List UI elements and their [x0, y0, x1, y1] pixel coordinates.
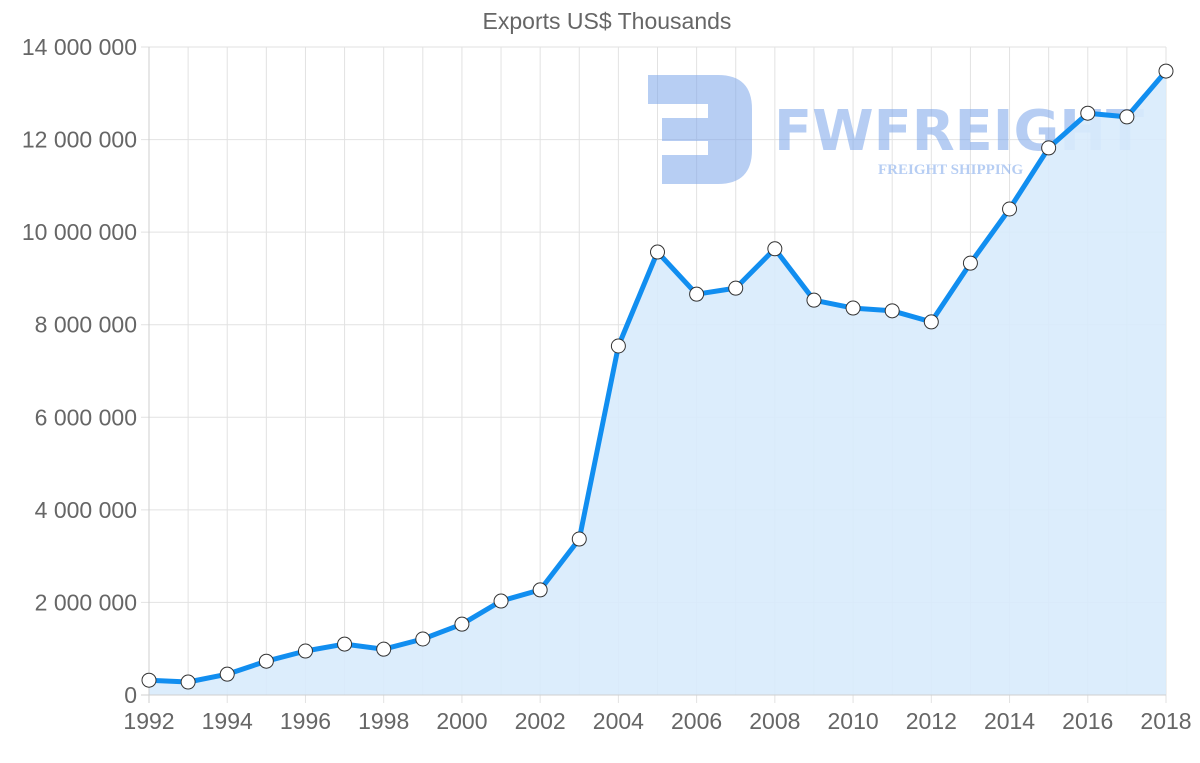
data-point[interactable] [219, 666, 235, 682]
x-tick-label: 1998 [358, 708, 409, 734]
data-point[interactable] [806, 292, 822, 308]
data-point[interactable] [884, 303, 900, 319]
data-points [141, 63, 1174, 690]
y-axis-labels: 0 2 000 000 4 000 000 6 000 000 8 000 000 10 … [22, 34, 137, 708]
y-tick-label: 14 000 000 [22, 34, 137, 60]
y-tick-label: 0 [124, 682, 137, 708]
data-point[interactable] [493, 593, 509, 609]
data-point[interactable] [415, 631, 431, 647]
x-tick-label: 2002 [515, 708, 566, 734]
data-point[interactable] [571, 531, 587, 547]
x-tick-label: 1992 [123, 708, 174, 734]
data-point[interactable] [962, 255, 978, 271]
x-tick-label: 2008 [749, 708, 800, 734]
x-tick-label: 1994 [202, 708, 253, 734]
x-tick-label: 2014 [984, 708, 1035, 734]
y-tick-label: 8 000 000 [35, 312, 137, 338]
brand-logo-icon [648, 75, 752, 184]
data-point[interactable] [337, 636, 353, 652]
x-tick-label: 2006 [671, 708, 722, 734]
y-tick-label: 6 000 000 [35, 404, 137, 430]
x-tick-label: 2000 [436, 708, 487, 734]
data-point[interactable] [454, 616, 470, 632]
data-point[interactable] [141, 672, 157, 688]
y-tick-label: 4 000 000 [35, 497, 137, 523]
data-point[interactable] [297, 643, 313, 659]
y-tick-label: 10 000 000 [22, 219, 137, 245]
data-point[interactable] [728, 280, 744, 296]
x-tick-label: 2016 [1062, 708, 1113, 734]
data-point[interactable] [1119, 109, 1135, 125]
data-point[interactable] [923, 314, 939, 330]
data-point[interactable] [1002, 201, 1018, 217]
y-tick-label: 2 000 000 [35, 589, 137, 615]
data-point[interactable] [845, 300, 861, 316]
data-point[interactable] [258, 653, 274, 669]
chart-title: Exports US$ Thousands [482, 8, 732, 34]
data-point[interactable] [767, 241, 783, 257]
x-tick-label: 1996 [280, 708, 331, 734]
x-axis-labels: 1992 1994 1996 1998 2000 2002 2004 2006 2008 2010… [123, 708, 1191, 734]
data-point[interactable] [180, 674, 196, 690]
data-point[interactable] [532, 582, 548, 598]
watermark-tagline: FREIGHT SHIPPING [878, 162, 1023, 178]
area-fill [149, 71, 1166, 696]
data-point[interactable] [689, 286, 705, 302]
data-point[interactable] [610, 338, 626, 354]
x-tick-label: 2010 [827, 708, 878, 734]
x-tick-label: 2012 [906, 708, 957, 734]
axes [141, 47, 1166, 703]
y-tick-label: 12 000 000 [22, 127, 137, 153]
x-tick-label: 2018 [1140, 708, 1191, 734]
data-point[interactable] [1041, 140, 1057, 156]
data-point[interactable] [1158, 63, 1174, 79]
x-tick-label: 2004 [593, 708, 644, 734]
data-point[interactable] [376, 641, 392, 657]
data-point[interactable] [1080, 105, 1096, 121]
data-point[interactable] [650, 244, 665, 260]
